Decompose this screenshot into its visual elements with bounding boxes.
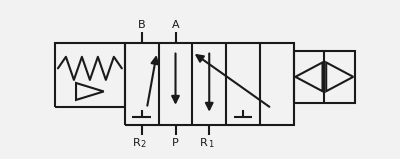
Text: P: P — [172, 138, 179, 148]
Text: 1: 1 — [208, 140, 213, 149]
Text: R: R — [200, 138, 208, 148]
Text: R: R — [132, 138, 140, 148]
Text: A: A — [172, 20, 179, 30]
Text: B: B — [138, 20, 146, 30]
Text: 2: 2 — [140, 140, 146, 149]
